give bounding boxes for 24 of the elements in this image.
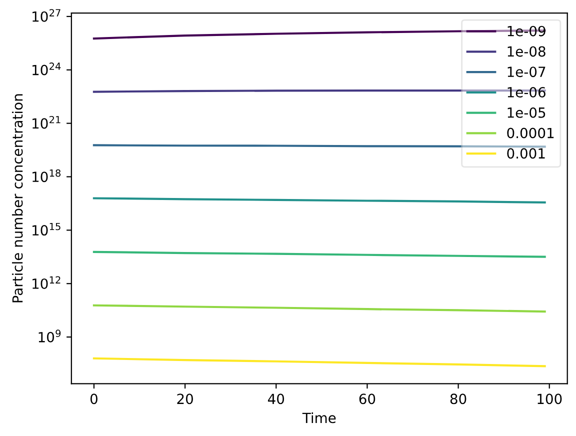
y-tick-label: 10$^{24}$ [32, 62, 61, 76]
x-axis-title: Time [302, 412, 336, 424]
x-tick-label: 60 [359, 394, 376, 404]
y-tick-label: 10$^{21}$ [32, 116, 60, 129]
line-series [92, 304, 546, 313]
x-tick-label: 0 [90, 394, 98, 404]
x-tick-label: 80 [450, 394, 466, 404]
y-tick-label: 10$^{12}$ [32, 276, 60, 289]
legend-label: 1e-06 [508, 86, 546, 98]
y-tick-label: 10$^{9}$ [38, 330, 61, 342]
line-series [92, 357, 546, 368]
legend-label: 0.001 [507, 148, 545, 159]
legend-label: 1e-07 [508, 66, 546, 78]
legend-label: 1e-09 [508, 26, 546, 36]
y-tick-label: 10$^{15}$ [32, 222, 60, 236]
y-axis-title: Particle number concentration [12, 94, 23, 302]
x-tick-label: 20 [177, 394, 193, 404]
y-tick-label: 10$^{27}$ [32, 9, 60, 22]
legend-label: 1e-05 [508, 107, 546, 118]
x-tick-label: 40 [268, 394, 284, 404]
y-tick-label: 10$^{18}$ [32, 169, 61, 182]
x-tick-label: 100 [538, 394, 562, 404]
legend-label: 0.0001 [507, 128, 554, 138]
legend-label: 1e-08 [508, 46, 546, 57]
